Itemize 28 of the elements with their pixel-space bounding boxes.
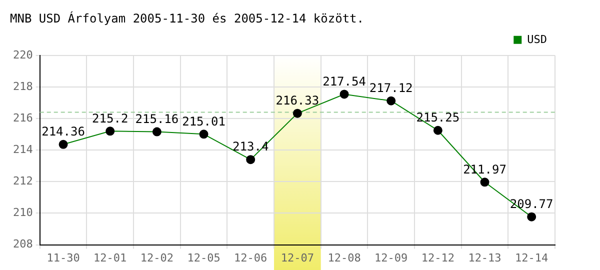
data-label: 216.33 (276, 93, 320, 108)
data-label: 217.54 (322, 74, 366, 88)
data-label: 215.01 (182, 114, 226, 128)
x-tick-label: 12-13 (468, 251, 502, 264)
chart-title: MNB USD Árfolyam 2005-11-30 és 2005-12-14 között. (10, 10, 364, 26)
x-tick-label: 12-07 (280, 251, 314, 264)
data-label: 217.12 (369, 80, 413, 95)
x-tick-label: 11-30 (46, 251, 80, 264)
y-tick-label: 208 (12, 238, 33, 251)
data-label: 215.16 (135, 112, 179, 126)
data-label: 215.25 (416, 110, 460, 124)
x-tick-label: 12-02 (140, 251, 174, 264)
x-tick-label: 12-01 (94, 251, 127, 264)
y-tick-label: 220 (12, 48, 33, 62)
x-tick-label: 12-12 (421, 251, 454, 264)
x-tick-label: 12-05 (187, 251, 220, 264)
data-label: 215.2 (92, 111, 128, 126)
y-tick-label: 212 (12, 174, 33, 188)
x-tick-label: 12-14 (515, 251, 549, 264)
x-tick-label: 12-08 (328, 251, 361, 264)
data-label: 214.36 (42, 124, 85, 139)
y-tick-label: 214 (12, 142, 34, 156)
y-tick-label: 216 (12, 111, 33, 124)
legend-label: USD (527, 32, 548, 46)
y-tick-label: 210 (12, 206, 33, 220)
x-tick-label: 12-06 (234, 251, 268, 264)
x-tick-label: 12-09 (374, 251, 408, 264)
y-tick-label: 218 (12, 80, 33, 93)
